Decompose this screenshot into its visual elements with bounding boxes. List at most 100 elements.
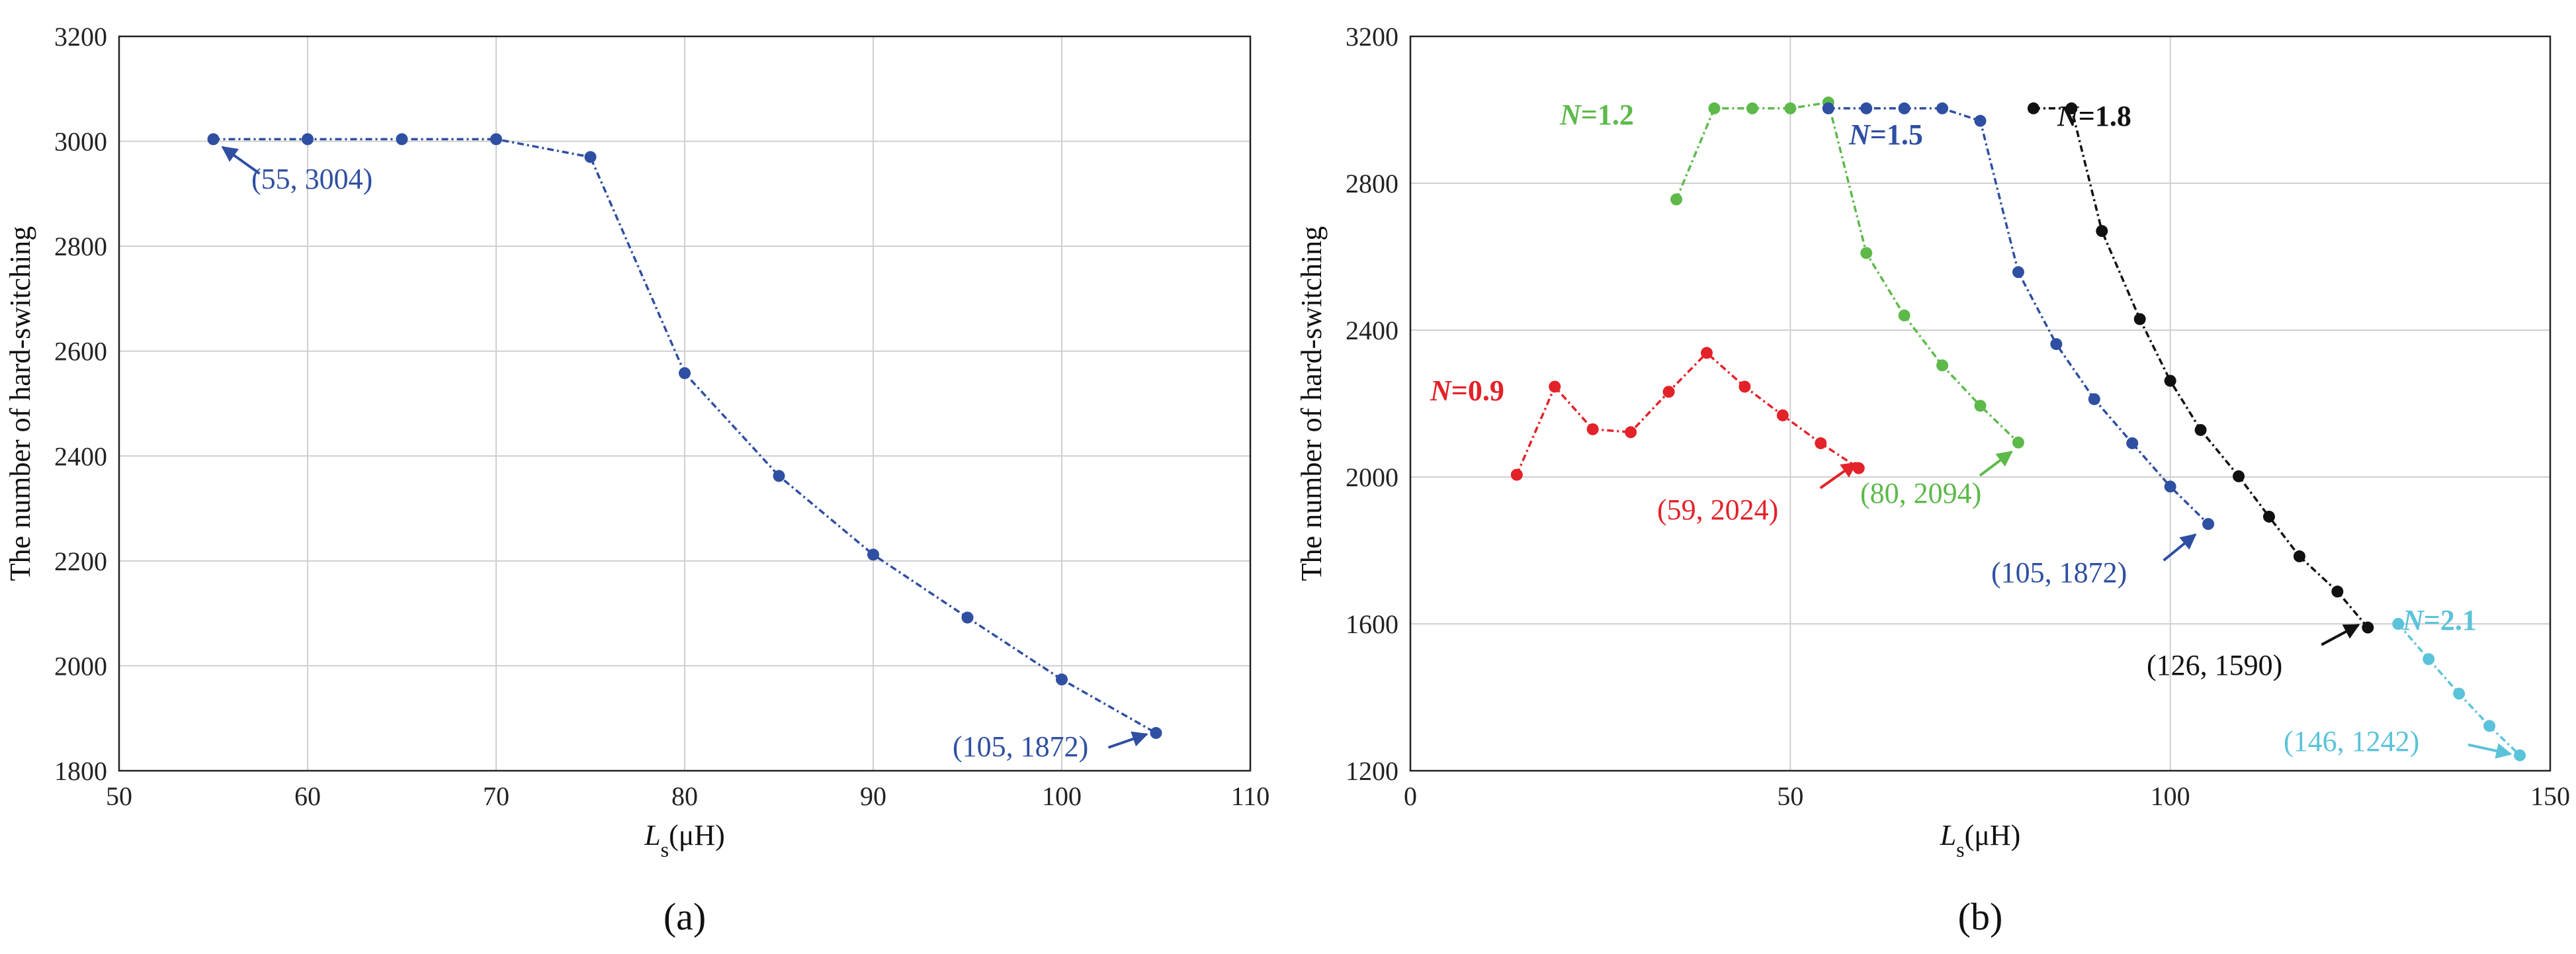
annotation-b-126-1590: (126, 1590): [2147, 649, 2282, 681]
data-point: [2194, 423, 2207, 436]
panel-label-b: (b): [1958, 895, 2003, 938]
annotation-arrow-b-105-1872: [2163, 533, 2197, 562]
series-label-n-1.2-val: =1.2: [1581, 99, 1634, 131]
data-point: [867, 548, 879, 561]
y-tick-label: 1600: [1346, 609, 1398, 639]
annotation-arrow-a-55-3004: [221, 146, 261, 175]
data-point: [2362, 621, 2374, 634]
y-tick-label: 1800: [54, 756, 107, 786]
data-point: [961, 611, 974, 624]
data-point: [679, 367, 691, 380]
data-point: [2164, 480, 2176, 493]
data-point: [207, 133, 220, 146]
data-point: [1822, 102, 1834, 114]
x-axis-label-unit-b: (μH): [1965, 819, 2021, 851]
plot-frame-b: [1409, 35, 2552, 772]
y-tick-label: 2800: [54, 232, 107, 261]
data-point: [2096, 225, 2108, 238]
x-tick-label: 150: [2530, 781, 2570, 811]
series-line: [1828, 107, 2210, 525]
data-point: [1670, 193, 1683, 206]
series-b-3: [2027, 102, 2374, 634]
data-point: [1860, 102, 1873, 114]
data-point: [1936, 102, 1949, 114]
series-line: [2033, 107, 2369, 629]
data-point: [2164, 374, 2176, 387]
x-axis-label-main-b: L: [1940, 819, 1956, 851]
x-axis-label-main-a: L: [644, 819, 660, 851]
y-tick-label: 2000: [54, 651, 107, 681]
x-tick-label: 90: [860, 781, 886, 811]
x-tick-label: 60: [294, 781, 321, 811]
plot-frame-a: [118, 35, 1252, 772]
annotation-b-105-1872: (105, 1872): [1991, 556, 2127, 589]
data-point: [2027, 102, 2039, 114]
data-point: [1700, 347, 1713, 359]
x-axis-label-unit-a: (μH): [669, 819, 725, 851]
series-label-n-2.1: N=2.1: [2402, 604, 2477, 636]
annotation-b-80-2094: (80, 2094): [1860, 477, 1981, 509]
data-point: [2202, 518, 2215, 531]
annotation-a-105-1872: (105, 1872): [953, 730, 1088, 763]
data-point: [1510, 468, 1523, 481]
data-point: [1150, 726, 1162, 739]
annotation-arrow-b-126-1590: [2321, 623, 2360, 646]
series-label-n-1.2: N=1.2: [1559, 99, 1634, 131]
data-point: [1776, 409, 1789, 421]
x-axis-label-sub-a: s: [661, 838, 669, 861]
data-point: [2514, 749, 2526, 761]
series-labels-b: N=0.9 N=1.2 N=1.5 N=1.8 N=2.1: [1430, 99, 2477, 636]
data-point: [2392, 618, 2405, 630]
series-layer-b: [1510, 96, 2526, 761]
y-tick-label: 3200: [54, 22, 107, 52]
x-tick-label: 80: [671, 781, 698, 811]
series-label-n-0.9-val: =0.9: [1451, 374, 1504, 407]
grid-a: [118, 36, 1251, 771]
series-label-n-1.8-val: =1.8: [2079, 100, 2131, 132]
annotation-b-59-2024: (59, 2024): [1657, 494, 1778, 526]
series-label-n-1.2-var: N: [1559, 99, 1582, 131]
data-point: [2133, 313, 2146, 325]
y-tick-label: 2000: [1346, 462, 1398, 492]
data-point: [2126, 437, 2139, 449]
annotation-arrow-b-59-2024: [1819, 462, 1858, 490]
annotation-b-146-1242: (146, 1242): [2284, 725, 2419, 758]
data-point: [1898, 309, 1911, 322]
annotations-b: (59, 2024) (80, 2094) (105, 1872) (126, …: [1657, 451, 2512, 759]
series-label-n-2.1-var: N: [2402, 604, 2425, 636]
x-tick-label: 100: [1042, 781, 1082, 811]
annotation-a-55-3004: (55, 3004): [251, 163, 372, 195]
series-label-n-1.5-val: =1.5: [1870, 118, 1923, 151]
series-label-n-2.1-val: =2.1: [2424, 604, 2477, 636]
y-tick-label: 2600: [54, 337, 107, 367]
x-tick-label: 100: [2151, 781, 2190, 811]
data-point: [2453, 687, 2466, 700]
data-point: [1625, 426, 1637, 439]
x-tick-label: 70: [483, 781, 509, 811]
series-b-2: [1822, 102, 2215, 531]
y-tick-label: 2400: [54, 441, 107, 471]
chart-panel-b: 0 50 100 150 1200 1600 2000 2400 2800 3200 The nu…: [1295, 22, 2570, 938]
data-point: [1974, 400, 1987, 412]
x-axis-label-a: Ls(μH): [644, 819, 725, 861]
y-tick-label: 2200: [54, 546, 107, 576]
series-label-n-0.9-var: N: [1430, 374, 1453, 407]
panel-label-a-text: (a): [664, 895, 706, 938]
x-tick-label: 50: [1777, 781, 1803, 811]
data-point: [584, 151, 597, 163]
y-tick-label: 1200: [1346, 756, 1398, 786]
series-line: [1675, 101, 2020, 444]
data-point: [2331, 585, 2344, 598]
data-point: [2012, 436, 2024, 449]
series-b-4: [2392, 618, 2526, 761]
annotation-arrow-a-105-1872: [1107, 731, 1148, 749]
data-point: [2088, 393, 2100, 406]
x-tick-label: 50: [106, 781, 132, 811]
series-label-n-1.8-var: N: [2057, 100, 2080, 132]
series-label-n-1.8: N=1.8: [2057, 100, 2131, 132]
data-point: [302, 133, 314, 146]
data-point: [2423, 653, 2435, 666]
data-point: [2050, 338, 2063, 351]
data-point: [2065, 102, 2078, 114]
